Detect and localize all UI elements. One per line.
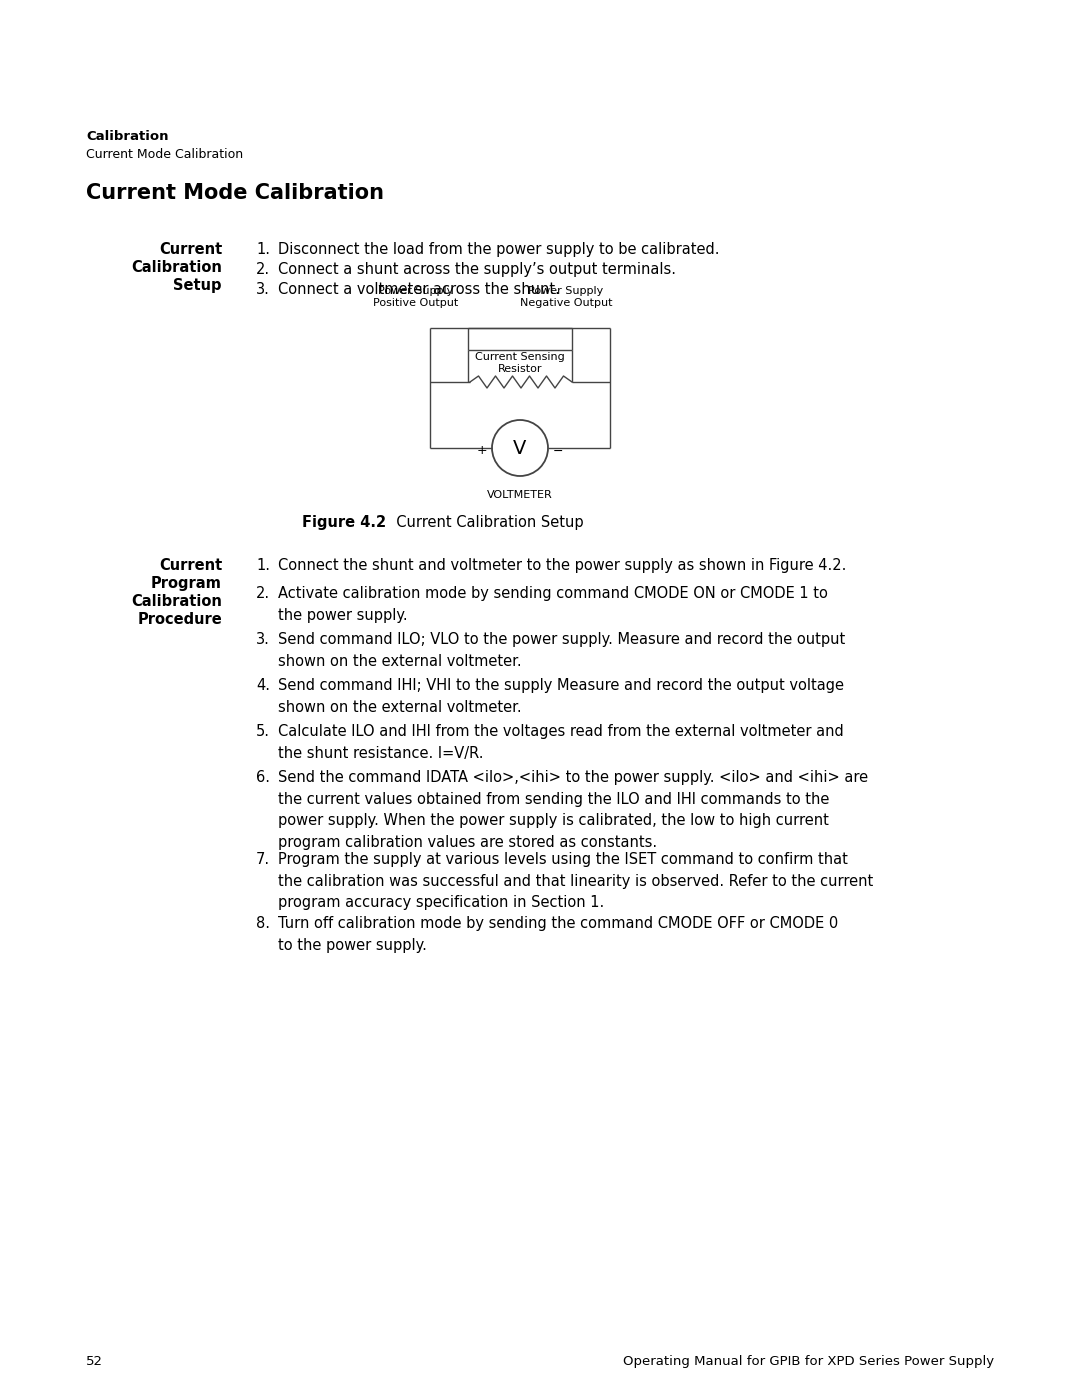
Text: 4.: 4. bbox=[256, 678, 270, 693]
Text: 2.: 2. bbox=[256, 585, 270, 601]
Text: 3.: 3. bbox=[256, 282, 270, 298]
Text: 1.: 1. bbox=[256, 242, 270, 257]
Text: VOLTMETER: VOLTMETER bbox=[487, 490, 553, 500]
Text: Connect the shunt and voltmeter to the power supply as shown in Figure 4.2.: Connect the shunt and voltmeter to the p… bbox=[278, 557, 847, 573]
Text: Procedure: Procedure bbox=[137, 612, 222, 627]
Text: 3.: 3. bbox=[256, 631, 270, 647]
Text: 52: 52 bbox=[86, 1355, 103, 1368]
Text: −: − bbox=[553, 444, 564, 457]
Text: Turn off calibration mode by sending the command CMODE OFF or CMODE 0
to the pow: Turn off calibration mode by sending the… bbox=[278, 916, 838, 953]
Text: Program the supply at various levels using the ISET command to confirm that
the : Program the supply at various levels usi… bbox=[278, 852, 874, 911]
Text: Calculate ILO and IHI from the voltages read from the external voltmeter and
the: Calculate ILO and IHI from the voltages … bbox=[278, 724, 843, 760]
Text: Calibration: Calibration bbox=[131, 260, 222, 275]
Text: 6.: 6. bbox=[256, 770, 270, 785]
Text: 8.: 8. bbox=[256, 916, 270, 930]
Text: Figure 4.2: Figure 4.2 bbox=[302, 515, 387, 529]
Text: Current: Current bbox=[159, 557, 222, 573]
Text: Disconnect the load from the power supply to be calibrated.: Disconnect the load from the power suppl… bbox=[278, 242, 719, 257]
Text: Send command ILO; VLO to the power supply. Measure and record the output
shown o: Send command ILO; VLO to the power suppl… bbox=[278, 631, 846, 669]
Text: Program: Program bbox=[151, 576, 222, 591]
Text: Current Mode Calibration: Current Mode Calibration bbox=[86, 183, 384, 203]
Text: Power Supply
Negative Output: Power Supply Negative Output bbox=[519, 285, 612, 307]
Text: 5.: 5. bbox=[256, 724, 270, 739]
Text: Current Mode Calibration: Current Mode Calibration bbox=[86, 148, 243, 161]
Text: 2.: 2. bbox=[256, 263, 270, 277]
Text: Calibration: Calibration bbox=[131, 594, 222, 609]
Text: Connect a shunt across the supply’s output terminals.: Connect a shunt across the supply’s outp… bbox=[278, 263, 676, 277]
Text: Calibration: Calibration bbox=[86, 130, 168, 142]
Text: Setup: Setup bbox=[174, 278, 222, 293]
Text: 7.: 7. bbox=[256, 852, 270, 868]
Text: Current: Current bbox=[159, 242, 222, 257]
Text: Send command IHI; VHI to the supply Measure and record the output voltage
shown : Send command IHI; VHI to the supply Meas… bbox=[278, 678, 843, 715]
Text: V: V bbox=[513, 439, 527, 457]
Text: Power Supply
Positive Output: Power Supply Positive Output bbox=[374, 285, 459, 307]
Text: Send the command IDATA <ilo>,<ihi> to the power supply. <ilo> and <ihi> are
the : Send the command IDATA <ilo>,<ihi> to th… bbox=[278, 770, 868, 849]
Text: Activate calibration mode by sending command CMODE ON or CMODE 1 to
the power su: Activate calibration mode by sending com… bbox=[278, 585, 828, 623]
Text: Current Sensing
Resistor: Current Sensing Resistor bbox=[475, 352, 565, 374]
Text: Operating Manual for GPIB for XPD Series Power Supply: Operating Manual for GPIB for XPD Series… bbox=[623, 1355, 994, 1368]
Text: +: + bbox=[476, 444, 487, 457]
Text: Current Calibration Setup: Current Calibration Setup bbox=[387, 515, 583, 529]
Text: Connect a voltmeter across the shunt.: Connect a voltmeter across the shunt. bbox=[278, 282, 559, 298]
Text: 1.: 1. bbox=[256, 557, 270, 573]
